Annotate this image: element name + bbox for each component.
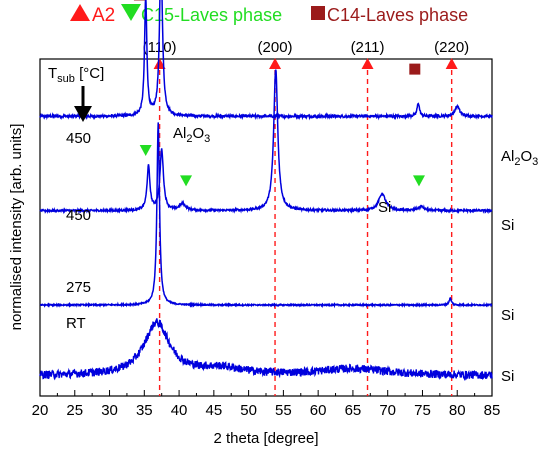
x-tick-label: 50 [240, 402, 257, 419]
a2-triangle-icon [70, 4, 90, 21]
c15-triangle-marker [139, 144, 152, 156]
c14-square-icon [311, 6, 325, 20]
x-axis-label: 2 theta [degree] [213, 430, 318, 447]
x-tick-label: 25 [66, 402, 83, 419]
a2-triangle-icon [445, 58, 458, 69]
x-tick-label: 45 [206, 402, 223, 419]
legend: A2 C15-Laves phase C14-Laves phase [70, 4, 468, 26]
reference-line-label: (211) [351, 39, 385, 56]
x-tick-label: 40 [171, 402, 188, 419]
x-tick-label: 20 [32, 402, 49, 419]
c15-triangle-marker [412, 175, 425, 187]
temp-label-3: 275 [66, 279, 91, 296]
temp-label-4: RT [66, 315, 86, 332]
legend-c15-label: C15-Laves phase [141, 5, 282, 25]
x-tick-label: 85 [484, 402, 501, 419]
x-tick-label: 35 [136, 402, 153, 419]
temp-label-1: 450 [66, 130, 91, 147]
series-line-4 [39, 317, 493, 382]
series-line-3 [39, 122, 493, 309]
substrate-label-2: Si [501, 217, 514, 234]
c14-square-marker [409, 63, 421, 75]
reference-line-label: (220) [434, 39, 469, 56]
annotation-al2o3: Al2O3 [173, 125, 210, 145]
c15-triangle-icon [121, 4, 141, 21]
x-tick-label: 80 [449, 402, 466, 419]
x-tick-label: 75 [414, 402, 431, 419]
x-tick-label: 30 [101, 402, 118, 419]
reference-lines: (110) (200) (211) (220) [143, 39, 469, 396]
legend-a2: A2 [70, 4, 115, 26]
temp-label-2: 450 [66, 207, 91, 224]
series-line-2 [39, 69, 493, 215]
substrate-label-4: Si [501, 368, 514, 385]
legend-a2-label: A2 [92, 5, 115, 26]
phase-markers [133, 0, 425, 187]
x-tick-label: 70 [379, 402, 396, 419]
plot-frame [39, 58, 493, 397]
x-tick-label: 55 [275, 402, 292, 419]
c15-triangle-marker [180, 175, 193, 187]
a2-triangle-icon [361, 58, 374, 69]
legend-c15: C15-Laves phase [121, 4, 282, 25]
x-tick-label: 65 [345, 402, 362, 419]
down-arrow-icon [74, 86, 92, 122]
y-axis-label: normalised intensity [arb. units] [8, 124, 25, 331]
series-lines [39, 0, 493, 382]
substrate-label-1: Al2O3 [501, 148, 538, 168]
x-axis-ticks: 20 25 30 35 40 45 50 55 60 65 70 75 80 85 [32, 390, 501, 419]
substrate-label-3: Si [501, 307, 514, 324]
annotation-si: Si [378, 199, 391, 216]
legend-c14: C14-Laves phase [311, 5, 468, 25]
reference-line-label: (200) [258, 39, 293, 56]
legend-c14-label: C14-Laves phase [327, 5, 468, 25]
a2-triangle-icon [153, 58, 166, 69]
tsub-title: Tsub [°C] [48, 65, 104, 85]
series-line-1 [39, 0, 493, 121]
x-tick-label: 60 [310, 402, 327, 419]
a2-triangle-icon [269, 58, 282, 69]
